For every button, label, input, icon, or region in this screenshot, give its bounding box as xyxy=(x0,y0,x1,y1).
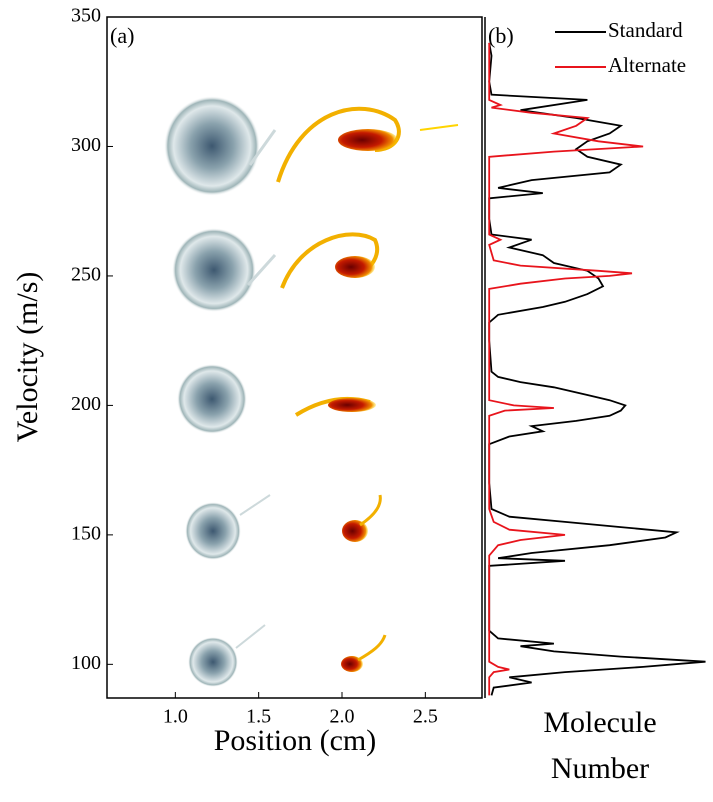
data-line xyxy=(488,42,644,696)
y-axis-label: Velocity (m/s) xyxy=(11,272,44,443)
y-tick-label: 300 xyxy=(71,134,101,156)
panel-label: (b) xyxy=(488,23,514,48)
y-tick-label: 350 xyxy=(71,5,101,27)
x-axis-label: Molecule Number xyxy=(543,706,657,785)
legend-label: Alternate xyxy=(608,53,686,77)
x-tick-label: 1.5 xyxy=(246,706,271,728)
y-tick-label: 200 xyxy=(71,393,101,415)
x-tick-label: 1.0 xyxy=(163,706,188,728)
x-axis-label: Position (cm) xyxy=(214,724,377,757)
density-image xyxy=(164,96,459,687)
x-tick-label: 2.5 xyxy=(413,706,438,728)
panel-label: (a) xyxy=(110,23,134,48)
x-tick-label: 2.0 xyxy=(330,706,355,728)
y-tick-label: 100 xyxy=(71,652,101,674)
plot-frame xyxy=(106,16,483,699)
legend-label: Standard xyxy=(608,18,683,42)
y-tick-label: 150 xyxy=(71,522,101,544)
y-tick-label: 250 xyxy=(71,264,101,286)
